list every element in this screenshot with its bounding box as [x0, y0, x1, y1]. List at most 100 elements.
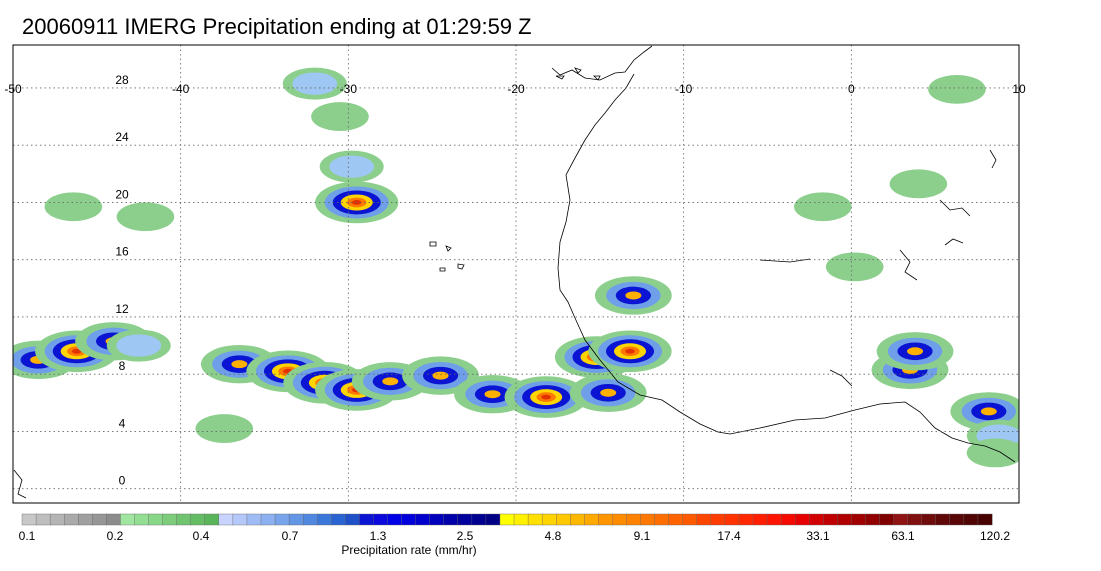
colorbar-swatch: [879, 513, 895, 526]
precip-cell: [315, 181, 399, 224]
colorbar-swatch: [457, 513, 473, 526]
precip-cell: [106, 329, 171, 362]
colorbar-swatch: [809, 513, 824, 526]
precip-contour: [625, 291, 642, 300]
precip-contour: [541, 394, 551, 400]
lat-tick-label: 0: [119, 474, 126, 488]
precip-contour: [116, 202, 175, 232]
colorbar-swatch: [485, 513, 501, 526]
precip-cell: [569, 373, 647, 412]
colorbar-swatch: [513, 513, 529, 526]
colorbar-swatch: [907, 513, 923, 526]
colorbar-swatch: [162, 513, 178, 526]
colorbar-swatch: [682, 513, 698, 526]
colorbar-swatch: [935, 513, 951, 526]
lon-tick-label: -40: [172, 82, 190, 96]
lat-tick-label: 4: [119, 416, 126, 430]
colorbar-swatch: [401, 513, 417, 526]
colorbar-swatch: [823, 513, 838, 526]
colorbar-swatch: [359, 513, 374, 526]
coastline-inland-features: [13, 149, 997, 499]
precip-contour: [966, 438, 1019, 468]
colorbar-swatch: [738, 513, 754, 526]
colorbar-tick-label: 17.4: [717, 529, 741, 543]
lon-tick-label: -30: [340, 82, 358, 96]
longitude-labels: -50 -40 -30 -20 -10 0 10: [4, 82, 1026, 96]
colorbar-swatch: [710, 513, 726, 526]
precip-contour: [625, 348, 635, 354]
lon-tick-label: 0: [848, 82, 855, 96]
colorbar-swatch: [429, 513, 445, 526]
colorbar-swatch: [176, 513, 192, 526]
colorbar-swatch: [570, 513, 585, 526]
colorbar-swatch: [949, 513, 965, 526]
colorbar-tick-label: 0.7: [281, 529, 299, 543]
lat-tick-label: 20: [115, 187, 129, 201]
plot-frame: [12, 44, 1020, 504]
precip-cell: [588, 330, 672, 373]
colorbar-swatch: [612, 513, 627, 526]
precip-cell: [311, 102, 369, 131]
colorbar-swatch: [668, 513, 684, 526]
precip-contour: [329, 155, 375, 178]
map-title: 20060911 IMERG Precipitation ending at 0…: [22, 14, 532, 39]
precip-contour: [600, 388, 617, 397]
colorbar-swatch: [865, 513, 881, 526]
colorbar-tick-label: 0.4: [192, 529, 210, 543]
colorbar-swatch: [696, 513, 712, 526]
colorbar-swatch: [654, 513, 670, 526]
precip-contour: [907, 347, 924, 356]
lon-tick-label: -10: [675, 82, 693, 96]
colorbar-swatch: [837, 513, 852, 526]
precip-contour: [231, 360, 248, 369]
colorbar-swatch: [556, 513, 571, 526]
precip-cell: [594, 276, 672, 315]
precip-contour: [292, 72, 338, 95]
precip-contour: [889, 169, 948, 199]
precip-contour: [116, 334, 162, 357]
precip-cell: [794, 192, 852, 222]
colorbar-tick-label: 33.1: [806, 529, 830, 543]
colorbar-tick-label: 9.1: [633, 529, 651, 543]
colorbar-swatch: [724, 513, 740, 526]
precip-contour: [825, 252, 884, 282]
colorbar-swatch: [331, 513, 346, 526]
precipitation-field: [13, 67, 1019, 468]
precip-cell: [504, 376, 588, 418]
colorbar-swatch: [499, 513, 515, 526]
colorbar-swatch: [766, 513, 782, 526]
colorbar-swatch: [317, 513, 332, 526]
colorbar-swatch: [893, 513, 909, 526]
colorbar-swatch: [134, 513, 150, 526]
colorbar-swatch: [373, 513, 389, 526]
colorbar-title: Precipitation rate (mm/hr): [341, 543, 477, 557]
colorbar-swatch: [120, 513, 135, 526]
colorbar-tick-label: 0.2: [106, 529, 124, 543]
precip-contour: [351, 200, 362, 205]
colorbar-swatch: [246, 513, 262, 526]
colorbar-swatch: [598, 513, 613, 526]
colorbar-swatch: [387, 513, 403, 526]
colorbar-swatch: [260, 513, 276, 526]
precip-contour: [432, 371, 449, 380]
colorbar-swatch: [106, 513, 121, 526]
colorbar-tick-label: 1.3: [369, 529, 387, 543]
colorbar-swatch: [204, 513, 220, 526]
precip-contour: [195, 414, 254, 443]
colorbar-swatch: [851, 513, 866, 526]
colorbar: [21, 513, 993, 526]
colorbar-swatch: [963, 513, 979, 526]
precip-cell: [195, 414, 254, 443]
precip-cell: [966, 438, 1019, 468]
colorbar-swatch: [218, 513, 234, 526]
coastline-cape-verde: [429, 241, 465, 272]
colorbar-swatch: [49, 513, 65, 526]
lat-tick-label: 8: [119, 359, 126, 373]
colorbar-swatch: [921, 513, 937, 526]
coastline: [13, 45, 1016, 499]
precip-contour: [794, 192, 852, 222]
precip-cell: [928, 74, 986, 104]
colorbar-tick-label: 120.2: [979, 529, 1011, 543]
precip-cell: [44, 192, 103, 222]
